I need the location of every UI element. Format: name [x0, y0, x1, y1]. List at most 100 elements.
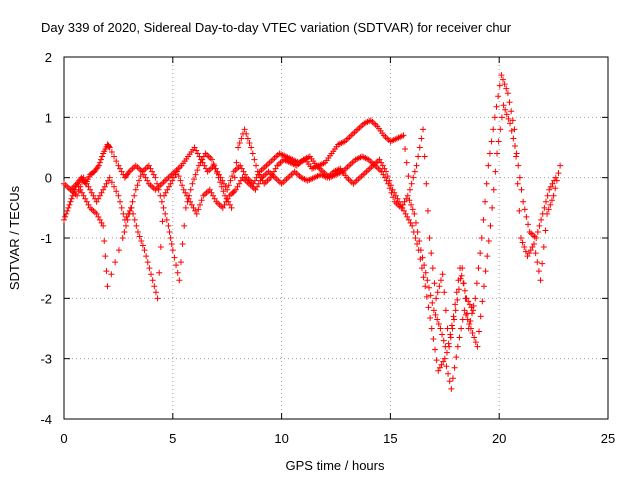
data-point — [402, 210, 409, 217]
y-tick-label: 1 — [45, 110, 52, 125]
data-point-interp — [521, 244, 528, 251]
data-point — [104, 283, 111, 290]
data-point — [474, 343, 481, 350]
data-point-interp — [251, 156, 258, 163]
data-point — [100, 186, 107, 193]
data-point-interp — [492, 168, 499, 175]
data-point — [539, 210, 546, 217]
data-point-interp — [181, 222, 188, 229]
data-point-interp — [213, 170, 220, 177]
data-point-interp — [466, 301, 473, 308]
data-point-interp — [68, 195, 75, 202]
data-point — [480, 283, 487, 290]
data-point-interp — [64, 207, 71, 214]
data-point-interp — [106, 143, 113, 150]
data-point-interp — [540, 244, 547, 251]
data-point — [533, 235, 540, 241]
data-point-interp — [551, 177, 558, 184]
x-tick-label: 15 — [383, 431, 397, 446]
data-point-interp — [401, 198, 408, 205]
data-point-interp — [480, 216, 487, 223]
data-point — [158, 198, 165, 205]
data-point-interp — [162, 189, 169, 196]
data-point — [182, 204, 189, 211]
data-point-interp — [463, 311, 470, 318]
data-point-interp — [201, 162, 208, 169]
data-markers — [61, 72, 564, 392]
data-point-interp — [455, 277, 462, 284]
data-point-interp — [96, 159, 103, 166]
data-point-interp — [131, 192, 138, 199]
data-point — [511, 126, 518, 133]
data-point — [228, 204, 235, 211]
data-point-interp — [525, 221, 532, 228]
data-point-interp — [236, 139, 243, 146]
data-point-interp — [220, 180, 227, 187]
data-point-interp — [136, 233, 143, 240]
data-point-interp — [442, 307, 449, 314]
data-point — [420, 126, 427, 133]
data-point-interp — [405, 173, 412, 180]
data-point-interp — [149, 168, 156, 175]
data-point-interp — [138, 238, 145, 245]
data-point-interp — [406, 197, 413, 204]
data-point-interp — [511, 142, 518, 149]
data-point-interp — [544, 192, 551, 199]
data-point-interp — [497, 126, 504, 133]
data-point — [141, 247, 148, 254]
data-point-interp — [453, 289, 460, 296]
data-point-interp — [143, 253, 150, 260]
data-point-interp — [467, 317, 474, 324]
data-point-interp — [435, 320, 442, 327]
data-point-interp — [179, 182, 186, 189]
data-point-interp — [541, 204, 548, 211]
data-point-interp — [514, 180, 521, 187]
data-point — [252, 186, 259, 193]
y-tick-label: -3 — [40, 352, 52, 367]
data-point-interp — [254, 183, 261, 190]
data-point-interp — [408, 201, 415, 208]
data-point — [115, 192, 122, 199]
data-point — [404, 192, 411, 199]
data-point-interp — [495, 138, 502, 145]
data-point-interp — [78, 189, 85, 196]
data-point-interp — [83, 198, 90, 205]
data-point-interp — [411, 168, 418, 175]
data-point-interp — [503, 85, 510, 92]
data-point-interp — [447, 331, 454, 338]
data-point-interp — [451, 316, 458, 323]
data-point-interp — [407, 219, 414, 226]
data-point — [232, 186, 239, 193]
data-point-interp — [479, 298, 486, 305]
data-point-interp — [402, 146, 409, 153]
data-point-interp — [151, 283, 158, 290]
data-point-interp — [439, 331, 446, 338]
data-point-interp — [115, 247, 122, 254]
data-point-interp — [547, 183, 554, 190]
data-point-interp — [447, 334, 454, 341]
data-point-interp — [90, 192, 97, 199]
data-point-interp — [432, 346, 439, 353]
data-point — [443, 349, 450, 356]
data-point-interp — [505, 115, 512, 122]
data-point-interp — [440, 337, 447, 344]
data-point-interp — [388, 189, 395, 196]
data-point-interp — [257, 174, 264, 181]
data-point-interp — [521, 206, 528, 213]
data-point-interp — [542, 198, 549, 205]
data-point — [152, 174, 159, 181]
data-point — [413, 162, 420, 169]
data-point-interp — [443, 363, 450, 370]
data-point-interp — [424, 207, 431, 214]
data-point-interp — [113, 158, 120, 165]
data-point-interp — [162, 210, 169, 217]
data-point-interp — [436, 364, 443, 371]
data-point — [409, 222, 416, 229]
data-point-interp — [211, 195, 218, 202]
data-point-interp — [515, 162, 522, 169]
data-point-interp — [482, 198, 489, 205]
data-point — [93, 198, 100, 205]
data-point-interp — [539, 260, 546, 267]
data-point-interp — [483, 180, 490, 187]
data-point — [430, 307, 437, 314]
